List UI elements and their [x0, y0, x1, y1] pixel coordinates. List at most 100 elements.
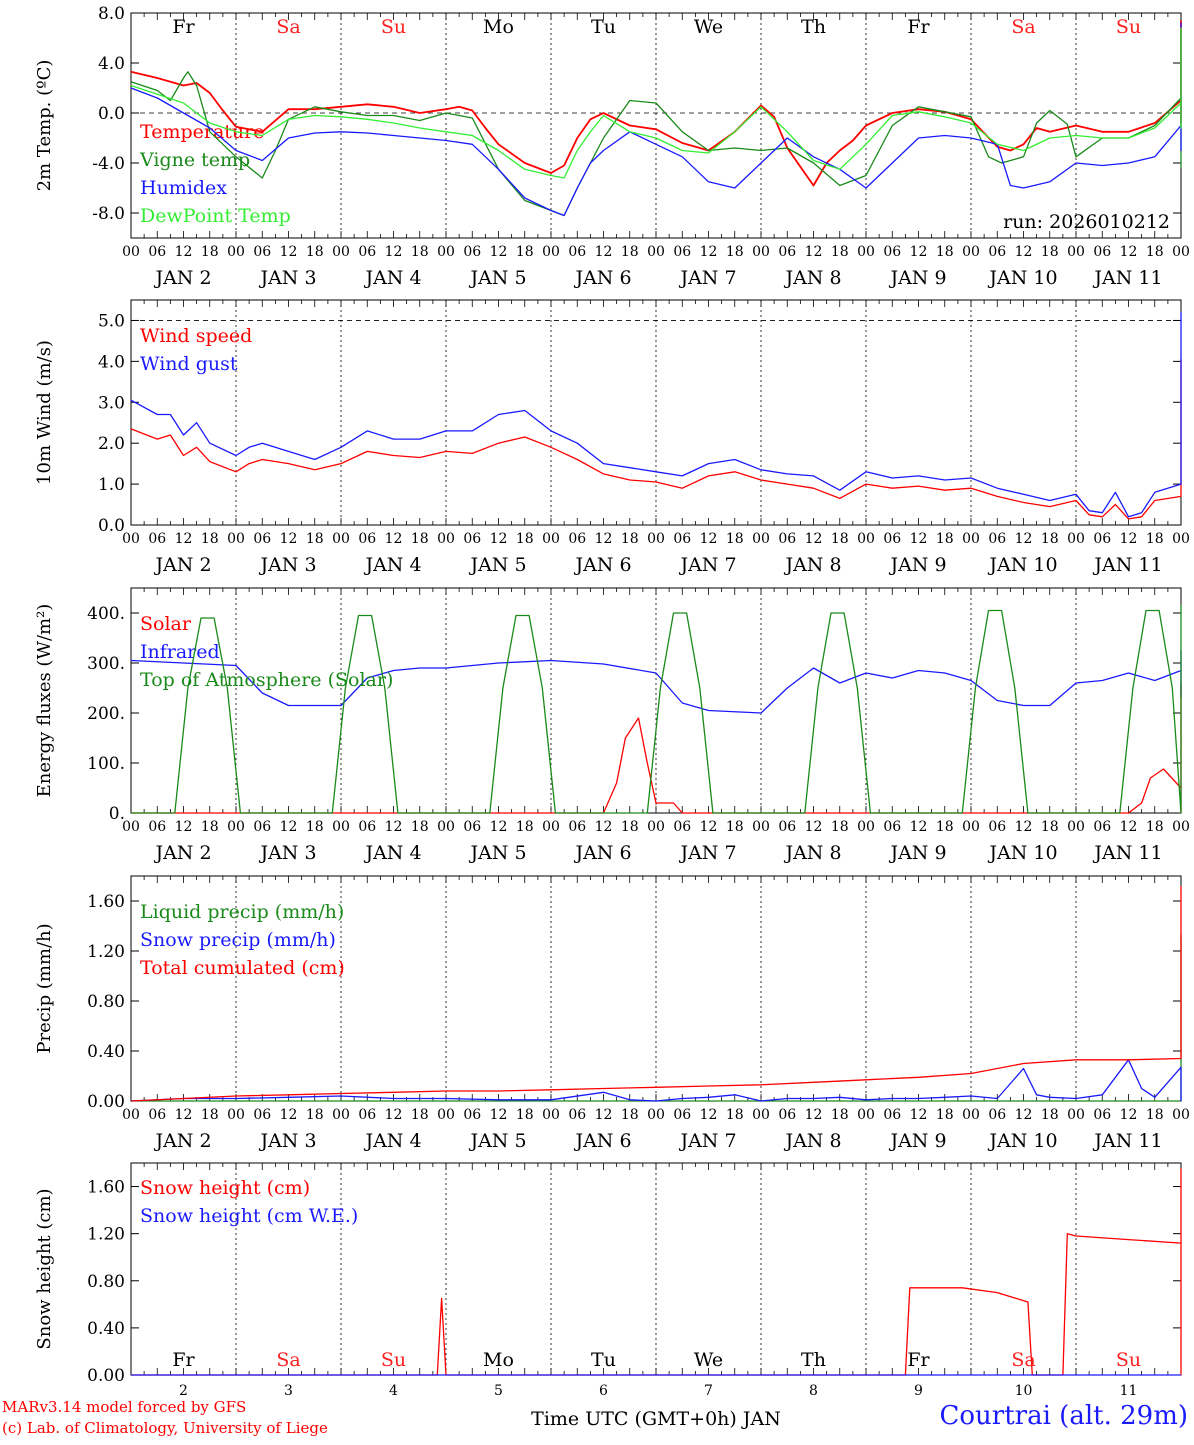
hour-tick-label: 06	[673, 244, 691, 260]
hour-tick-label: 12	[1120, 819, 1138, 835]
y-axis-label: Energy fluxes (W/m²)	[34, 604, 55, 798]
date-label: JAN 10	[987, 842, 1057, 864]
hour-tick-label: 18	[831, 531, 849, 547]
hour-tick-label: 00	[122, 1107, 140, 1123]
hour-tick-label: 18	[621, 244, 639, 260]
legend-entry: Humidex	[140, 177, 227, 199]
y-tick-label: 0.80	[87, 992, 125, 1012]
date-label: JAN 8	[783, 267, 841, 289]
hour-tick-label: 18	[1146, 819, 1164, 835]
hour-tick-label: 06	[1093, 531, 1111, 547]
hour-tick-label: 06	[988, 1107, 1006, 1123]
hour-tick-label: 06	[148, 244, 166, 260]
hour-tick-label: 06	[463, 244, 481, 260]
hour-tick-label: 06	[568, 819, 586, 835]
hour-tick-label: 18	[621, 819, 639, 835]
hour-tick-label: 00	[227, 244, 245, 260]
day-number-label: 9	[914, 1383, 923, 1399]
hour-tick-label: 12	[700, 531, 718, 547]
date-label: JAN 11	[1092, 1130, 1162, 1152]
hour-tick-label: 18	[201, 819, 219, 835]
hour-tick-label: 06	[148, 1107, 166, 1123]
hour-tick-label: 18	[831, 244, 849, 260]
hour-tick-label: 18	[936, 1107, 954, 1123]
y-tick-label: 0.40	[87, 1319, 125, 1339]
day-number-label: 7	[704, 1383, 713, 1399]
hour-tick-label: 18	[726, 244, 744, 260]
date-label: JAN 3	[258, 842, 316, 864]
date-label: JAN 9	[888, 1130, 946, 1152]
hour-tick-label: 06	[778, 1107, 796, 1123]
hour-tick-label: 06	[673, 531, 691, 547]
hour-tick-label: 00	[122, 819, 140, 835]
date-label: JAN 11	[1092, 842, 1162, 864]
hour-tick-label: 12	[490, 819, 508, 835]
hour-tick-label: 12	[700, 244, 718, 260]
date-label: JAN 11	[1092, 554, 1162, 576]
hour-tick-label: 00	[227, 819, 245, 835]
legend-entry: Vigne temp	[139, 149, 250, 171]
day-abbr: Fr	[172, 16, 195, 38]
hour-tick-label: 12	[805, 531, 823, 547]
hour-tick-label: 00	[647, 531, 665, 547]
hour-tick-label: 18	[516, 819, 534, 835]
hour-tick-label: 18	[1041, 1107, 1059, 1123]
hour-tick-label: 00	[857, 1107, 875, 1123]
hour-tick-label: 00	[122, 244, 140, 260]
day-abbr: Sa	[276, 1349, 300, 1371]
hour-tick-label: 12	[805, 1107, 823, 1123]
hour-tick-label: 06	[463, 819, 481, 835]
series-line-dewpoint-temp	[130, 27, 1182, 179]
hour-tick-label: 12	[805, 244, 823, 260]
hour-tick-label: 18	[1146, 244, 1164, 260]
hour-tick-label: 12	[1015, 1107, 1033, 1123]
y-tick-label: -4.0	[92, 154, 125, 174]
hour-tick-label: 12	[805, 819, 823, 835]
hour-tick-label: 12	[385, 1107, 403, 1123]
run-label: run: 2026010212	[1003, 211, 1170, 233]
hour-tick-label: 18	[1146, 531, 1164, 547]
hour-tick-label: 12	[1120, 531, 1138, 547]
hour-tick-label: 12	[175, 531, 193, 547]
hour-tick-label: 12	[385, 819, 403, 835]
hour-tick-label: 06	[673, 819, 691, 835]
y-tick-label: 4.0	[98, 352, 125, 372]
y-tick-label: 1.20	[87, 1225, 125, 1245]
y-tick-label: 0.00	[87, 1092, 125, 1112]
series-line-wind-gust	[130, 311, 1182, 518]
hour-tick-label: 06	[148, 531, 166, 547]
day-abbr: Su	[381, 1349, 406, 1371]
hour-tick-label: 06	[358, 819, 376, 835]
legend-entry: Wind gust	[140, 353, 238, 375]
hour-tick-label: 00	[1172, 531, 1190, 547]
date-label: JAN 10	[987, 554, 1057, 576]
y-axis-label: 10m Wind (m/s)	[34, 340, 55, 485]
y-tick-label: 1.0	[98, 475, 125, 495]
hour-tick-label: 06	[778, 244, 796, 260]
hour-tick-label: 12	[175, 819, 193, 835]
hour-tick-label: 12	[595, 244, 613, 260]
hour-tick-label: 06	[253, 819, 271, 835]
panel-energy: 0. 100. 200. 300. 400. Energy fluxes (W/m²) So…	[34, 587, 1190, 864]
hour-tick-label: 06	[568, 531, 586, 547]
hour-tick-label: 06	[568, 244, 586, 260]
day-abbr: We	[694, 16, 723, 38]
date-label: JAN 10	[987, 267, 1057, 289]
hour-tick-label: 06	[673, 1107, 691, 1123]
day-abbr: Fr	[907, 1349, 930, 1371]
hour-tick-label: 00	[1067, 244, 1085, 260]
hour-tick-label: 00	[1067, 819, 1085, 835]
day-number-label: 2	[179, 1383, 188, 1399]
y-tick-label: 4.0	[98, 54, 125, 74]
hour-tick-label: 06	[568, 1107, 586, 1123]
day-abbr: Tu	[591, 16, 616, 38]
hour-tick-label: 00	[1172, 819, 1190, 835]
date-label: JAN 5	[468, 267, 526, 289]
hour-tick-label: 06	[883, 819, 901, 835]
day-number-label: 8	[809, 1383, 818, 1399]
y-tick-label: 0.40	[87, 1042, 125, 1062]
hour-tick-label: 00	[752, 531, 770, 547]
hour-tick-label: 00	[542, 819, 560, 835]
